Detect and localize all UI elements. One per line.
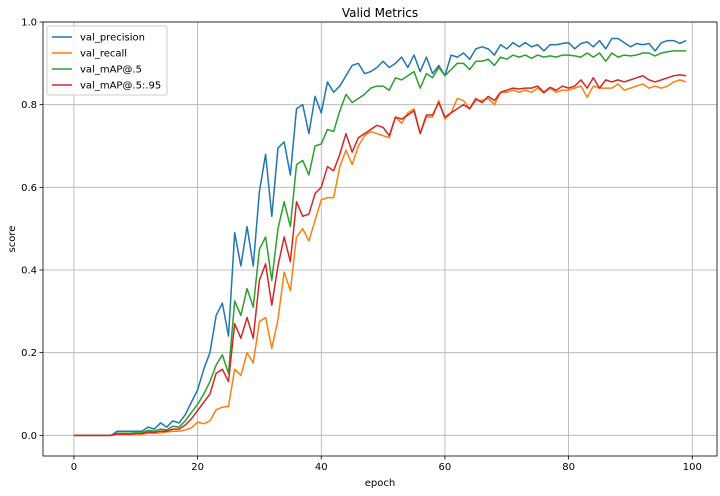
x-tick-label: 80 — [562, 462, 575, 473]
y-tick-label: 0.0 — [21, 431, 37, 442]
series-line-val-map-5-95 — [73, 74, 687, 437]
legend: val_precision val_recall val_mAP@.5 val_mAP… — [46, 25, 168, 96]
series-line-val-map-5 — [73, 50, 687, 437]
legend-label: val_mAP@.5:.95 — [80, 81, 161, 92]
legend-label: val_precision — [80, 33, 145, 44]
legend-label: val_mAP@.5 — [80, 65, 142, 76]
x-tick-label: 20 — [191, 462, 204, 473]
x-axis-label: epoch — [365, 478, 395, 489]
x-tick-label: 0 — [71, 462, 77, 473]
y-axis-label: score — [7, 226, 18, 253]
chart-title: Valid Metrics — [342, 6, 418, 20]
legend-box — [46, 25, 168, 96]
y-tick-label: 0.8 — [21, 100, 37, 111]
series-line-val-recall — [73, 79, 687, 437]
plot-area-frame — [42, 21, 718, 457]
ticks: 0 20 40 60 80 100 0.0 0.2 0.4 0.6 0.8 1.0 — [21, 18, 702, 474]
y-tick-label: 0.4 — [21, 266, 37, 277]
series-line-val-precision — [73, 37, 687, 437]
legend-label: val_recall — [80, 49, 127, 60]
y-tick-label: 0.6 — [21, 183, 37, 194]
series-lines — [73, 37, 687, 437]
x-tick-label: 60 — [439, 462, 452, 473]
y-tick-label: 0.2 — [21, 348, 37, 359]
y-tick-label: 1.0 — [21, 18, 37, 29]
x-tick-label: 100 — [683, 462, 702, 473]
x-tick-label: 40 — [315, 462, 328, 473]
